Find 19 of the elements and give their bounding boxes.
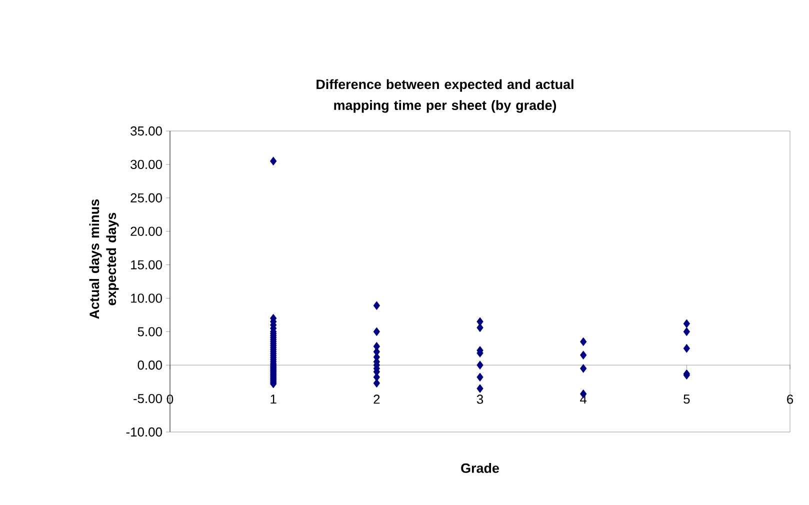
y-tick-label: 10.00 bbox=[131, 294, 162, 303]
x-tick-label: 1 bbox=[270, 394, 276, 404]
x-tick-label: 5 bbox=[684, 394, 690, 404]
y-tick-label: 25.00 bbox=[130, 193, 162, 202]
y-tick-label: 15.00 bbox=[131, 260, 162, 270]
y-axis-title: Actual days minus expected days bbox=[89, 199, 119, 319]
x-tick-label: 0 bbox=[166, 394, 174, 404]
y-tick-label: 5.00 bbox=[138, 327, 162, 336]
x-tick-label: 2 bbox=[374, 394, 380, 404]
y-tick-label: -10.00 bbox=[126, 427, 162, 437]
y-tick-label: -5.00 bbox=[134, 394, 162, 404]
y-tick-label: 30.00 bbox=[130, 160, 162, 170]
y-tick-label: 0.00 bbox=[138, 360, 162, 370]
x-axis-title: Grade bbox=[461, 463, 499, 473]
y-tick-label: 20.00 bbox=[130, 226, 162, 236]
x-tick-label: 3 bbox=[476, 394, 484, 404]
y-tick-label: 35.00 bbox=[130, 126, 162, 136]
x-tick-label: 6 bbox=[787, 394, 794, 404]
chart-title: Difference between expected and actual mapping time per sheet (by grade) bbox=[316, 79, 574, 113]
